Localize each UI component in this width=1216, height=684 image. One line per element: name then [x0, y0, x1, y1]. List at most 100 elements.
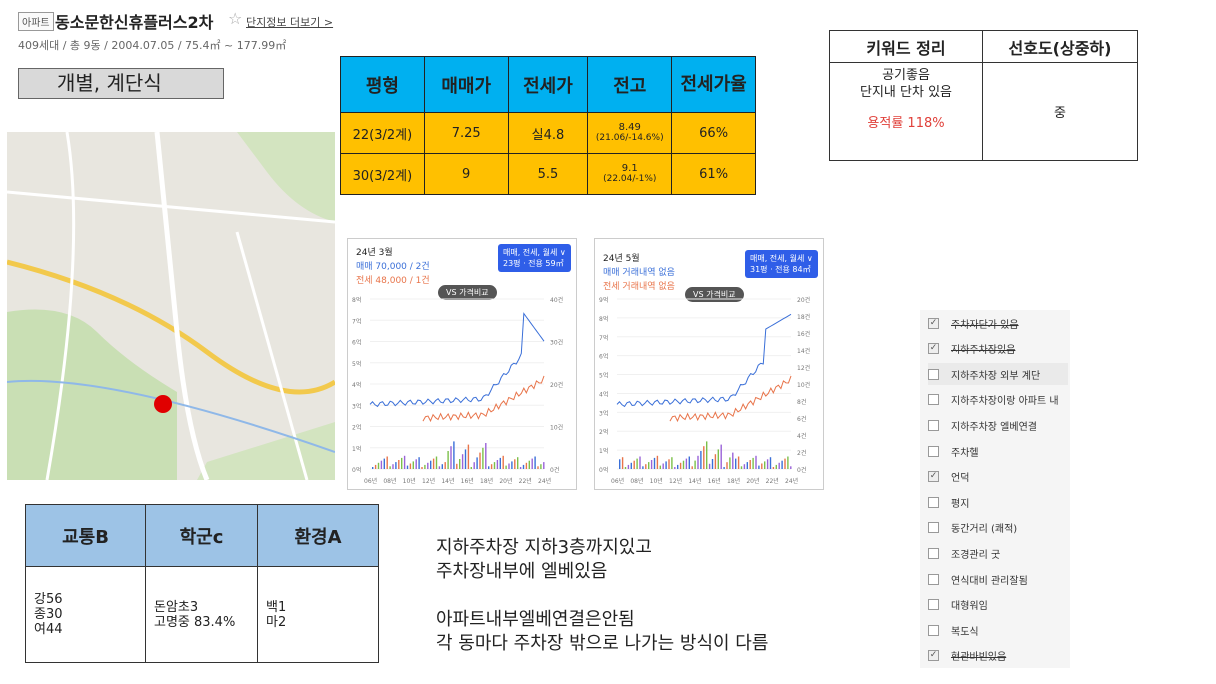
- road: [45, 132, 76, 480]
- volume-bar: [372, 467, 374, 469]
- checkbox-icon[interactable]: [928, 599, 939, 611]
- y-tick-left: 8억: [352, 296, 361, 304]
- complex-info-more-link[interactable]: 단지정보 더보기 >: [246, 16, 334, 29]
- sale-price-line: [369, 312, 545, 408]
- y-tick-left: 3억: [352, 402, 361, 410]
- jeonse-price-line: [422, 375, 545, 423]
- checklist-item[interactable]: 지하주차장이랑 아파트 내: [928, 389, 1068, 411]
- volume-bar: [648, 462, 650, 469]
- location-marker-icon[interactable]: [154, 395, 172, 413]
- volume-bar: [488, 466, 490, 469]
- volume-bar: [674, 467, 676, 469]
- checklist-item[interactable]: ✓ 언덕: [928, 466, 1068, 488]
- checkbox-icon[interactable]: [928, 368, 939, 380]
- checkbox-icon[interactable]: [928, 624, 939, 636]
- checklist-label: 복도식: [951, 626, 979, 638]
- traffic-header: 교통B: [25, 504, 146, 567]
- badge-filter: 매매, 전세, 월세 ∨: [750, 254, 813, 263]
- volume-bar: [380, 460, 383, 469]
- checklist-item[interactable]: 대형워임: [928, 594, 1068, 616]
- volume-bar: [720, 444, 722, 469]
- volume-bar: [377, 462, 380, 469]
- checkbox-checked-icon[interactable]: ✓: [928, 343, 939, 355]
- chart-filter-badge[interactable]: 매매, 전세, 월세 ∨ 23평 · 전용 59㎡: [498, 244, 571, 272]
- school-line: 고명중 83.4%: [154, 614, 236, 630]
- checkbox-checked-icon[interactable]: ✓: [928, 471, 939, 483]
- price-header: 매매가: [423, 56, 509, 113]
- location-map[interactable]: [7, 132, 335, 480]
- category-table: 교통B 학군c 환경A 강56 종30 여44 돈암초3 고명중 83.4% 백…: [25, 504, 379, 663]
- volume-bar: [511, 461, 513, 469]
- volume-bar: [490, 464, 493, 469]
- volume-bar: [401, 457, 403, 469]
- vs-compare-button[interactable]: VS 가격비교: [685, 287, 744, 302]
- y-tick-right: 0건: [550, 466, 559, 474]
- volume-bar: [450, 446, 452, 469]
- apartment-title: 동소문한신휴플러스2차: [55, 13, 214, 32]
- volume-bar: [459, 459, 461, 469]
- volume-bar: [461, 454, 464, 469]
- x-tick: 20년: [746, 477, 759, 485]
- road: [7, 190, 335, 224]
- volume-bar: [706, 441, 708, 469]
- size-cell: 22(3/2계): [340, 112, 425, 154]
- checkbox-icon[interactable]: [928, 547, 939, 559]
- volume-bar: [772, 467, 775, 469]
- checklist-label: 조경관리 굿: [951, 549, 1001, 561]
- checklist-item[interactable]: ✓ 주차자단가 있음: [928, 312, 1068, 334]
- chart-jeonse-summary: 전세 48,000 / 1건: [356, 276, 430, 286]
- volume-bar: [723, 467, 725, 469]
- y-tick-left: 8억: [599, 315, 608, 323]
- badge-size: 23평 · 전용 59㎡: [503, 259, 564, 268]
- volume-bar: [540, 464, 542, 469]
- school-line: 돈암초3: [154, 599, 199, 615]
- favorite-star-icon[interactable]: ☆: [228, 9, 243, 28]
- volume-bar: [456, 463, 458, 469]
- y-tick-right: 14건: [797, 347, 810, 355]
- checklist-item[interactable]: 연식대비 관리잘됨: [928, 568, 1068, 590]
- map-canvas: [7, 132, 335, 480]
- checklist-label: 동간거리 (쾌적): [951, 524, 1018, 536]
- y-tick-right: 12건: [797, 364, 810, 372]
- road: [154, 132, 210, 480]
- volume-bar: [499, 457, 501, 469]
- x-tick: 08년: [383, 477, 396, 485]
- y-tick-right: 16건: [797, 330, 810, 338]
- checkbox-checked-icon[interactable]: ✓: [928, 317, 939, 329]
- y-tick-right: 30건: [550, 339, 563, 347]
- y-tick-right: 20건: [550, 381, 563, 389]
- checkbox-icon[interactable]: [928, 496, 939, 508]
- checklist-item[interactable]: 주차헬: [928, 440, 1068, 462]
- chart-date: 24년 5월: [603, 254, 640, 264]
- volume-bar: [636, 458, 638, 469]
- x-tick: 10년: [650, 477, 663, 485]
- checkbox-icon[interactable]: [928, 445, 939, 457]
- checkbox-icon[interactable]: [928, 419, 939, 431]
- floor-area-ratio: 용적률 118%: [867, 116, 945, 131]
- checkbox-checked-icon[interactable]: ✓: [928, 650, 939, 662]
- checklist-item[interactable]: 지하주차장 외부 계단: [928, 363, 1068, 386]
- volume-bar: [717, 449, 719, 469]
- checkbox-icon[interactable]: [928, 522, 939, 534]
- y-tick-left: 7억: [352, 317, 361, 325]
- volume-bar: [764, 461, 766, 469]
- volume-bar: [682, 460, 685, 469]
- volume-bar: [398, 460, 400, 469]
- checklist-item[interactable]: 동간거리 (쾌적): [928, 517, 1068, 539]
- checklist-item[interactable]: ✓ 지하주차장있음: [928, 338, 1068, 360]
- traffic-line: 종30: [34, 607, 63, 622]
- checklist-item[interactable]: 복도식: [928, 619, 1068, 641]
- checklist-item[interactable]: 평지: [928, 491, 1068, 513]
- volume-bar: [619, 459, 621, 469]
- y-tick-left: 5억: [352, 360, 361, 368]
- checklist-item[interactable]: 조경관리 굿: [928, 542, 1068, 564]
- jeonse-cell: 실4.8: [507, 112, 589, 154]
- checkbox-icon[interactable]: [928, 573, 939, 585]
- chart-filter-badge[interactable]: 매매, 전세, 월세 ∨ 31평 · 전용 84㎡: [745, 250, 818, 278]
- checklist-item[interactable]: 지하주차장 엘베연결: [928, 414, 1068, 436]
- checkbox-icon[interactable]: [928, 394, 939, 406]
- vs-compare-button[interactable]: VS 가격비교: [438, 285, 497, 300]
- checklist-item[interactable]: ✓ 현관바빈있음: [928, 645, 1068, 667]
- checklist-label: 주차자단가 있음: [951, 319, 1019, 331]
- volume-bar: [775, 464, 777, 469]
